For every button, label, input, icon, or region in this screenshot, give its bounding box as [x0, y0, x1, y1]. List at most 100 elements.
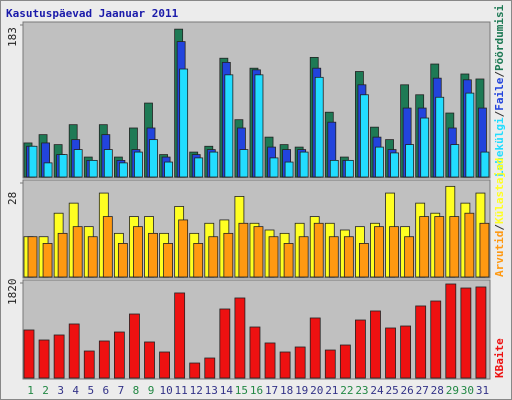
bar	[299, 151, 309, 178]
bar	[144, 341, 155, 379]
bar	[27, 236, 38, 278]
legend-entry: Pöördumisi	[493, 4, 506, 71]
bar	[253, 226, 264, 278]
bar	[208, 236, 219, 278]
bar	[68, 323, 80, 379]
legend-entry: Külastajad	[493, 158, 506, 224]
bar	[449, 216, 460, 278]
bar	[309, 317, 321, 379]
x-tick-label: 6	[103, 384, 110, 397]
legend: KBaite	[493, 338, 506, 378]
bar	[38, 339, 50, 379]
bar	[238, 222, 249, 278]
bar	[178, 219, 189, 278]
bar	[360, 94, 369, 178]
bar	[434, 216, 445, 278]
x-tick-label: 10	[159, 384, 172, 397]
bar	[385, 327, 396, 379]
bar	[249, 326, 261, 379]
legend-separator: /	[493, 224, 506, 231]
x-tick-label: 15	[235, 384, 248, 397]
bar	[87, 236, 98, 278]
bar	[479, 222, 490, 278]
bar	[294, 346, 306, 379]
x-tick-label: 22	[340, 384, 353, 397]
bar	[179, 68, 189, 178]
bar	[98, 340, 110, 379]
legend-entry: Arvutid	[493, 231, 506, 277]
bar	[204, 357, 216, 379]
x-tick-label: 19	[295, 384, 308, 397]
bar	[419, 216, 430, 278]
bar	[465, 92, 475, 178]
bar	[73, 149, 83, 178]
bar	[83, 350, 95, 379]
bar	[159, 351, 170, 379]
bar	[234, 297, 246, 379]
legend-separator: /	[493, 110, 506, 117]
x-tick-label: 21	[325, 384, 338, 397]
bar	[117, 243, 128, 278]
bar	[269, 157, 279, 178]
bar	[405, 144, 415, 178]
bar	[328, 236, 339, 278]
bar	[149, 139, 158, 178]
y-tick-label: 28	[6, 192, 19, 205]
bar	[219, 308, 231, 379]
x-tick-label: 29	[446, 384, 459, 397]
legend-entry: Lehekülgi	[493, 117, 506, 177]
bar	[239, 149, 249, 178]
x-tick-label: 12	[190, 384, 203, 397]
bar	[298, 236, 309, 278]
bar	[164, 161, 173, 178]
bar	[194, 157, 204, 178]
x-tick-label: 30	[461, 384, 474, 397]
chart-title: Kasutuspäevad Jaanuar 2011	[6, 7, 179, 20]
bar	[58, 154, 68, 178]
bar	[450, 144, 460, 178]
bar	[404, 236, 415, 278]
x-tick-label: 1	[27, 384, 34, 397]
bar	[370, 310, 381, 379]
bar	[415, 305, 427, 379]
bar	[400, 325, 412, 379]
x-tick-label: 18	[280, 384, 293, 397]
bar	[464, 212, 475, 278]
x-tick-label: 2	[42, 384, 49, 397]
bar	[189, 362, 201, 379]
x-tick-label: 4	[72, 384, 79, 397]
x-tick-label: 13	[205, 384, 218, 397]
bar	[313, 222, 324, 278]
legend: Lehekülgi/Faile/Pöördumisi	[493, 4, 506, 177]
y-tick-label: 1820	[6, 279, 19, 306]
bar	[148, 232, 158, 278]
bar	[375, 146, 384, 178]
bar	[284, 161, 294, 178]
bar	[480, 151, 490, 178]
bar	[344, 159, 354, 178]
x-tick-label: 3	[57, 384, 64, 397]
bar	[475, 286, 487, 379]
bar	[113, 331, 125, 379]
x-tick-label: 7	[118, 384, 125, 397]
x-tick-label: 25	[385, 384, 398, 397]
legend-entry: Faile	[493, 77, 506, 110]
bar	[420, 117, 430, 178]
x-tick-label: 20	[310, 384, 323, 397]
bar	[359, 243, 369, 278]
bar	[23, 329, 35, 379]
bar	[72, 226, 83, 278]
x-tick-label: 27	[416, 384, 429, 397]
bar	[268, 236, 279, 278]
bar	[174, 292, 186, 379]
bar	[118, 162, 128, 178]
bar	[88, 159, 98, 178]
bar	[339, 344, 351, 379]
bar	[343, 236, 354, 278]
bar	[103, 149, 113, 178]
bar	[283, 243, 294, 278]
x-tick-label: 14	[220, 384, 234, 397]
bar	[209, 151, 219, 178]
x-tick-label: 11	[175, 384, 188, 397]
x-tick-label: 9	[148, 384, 155, 397]
